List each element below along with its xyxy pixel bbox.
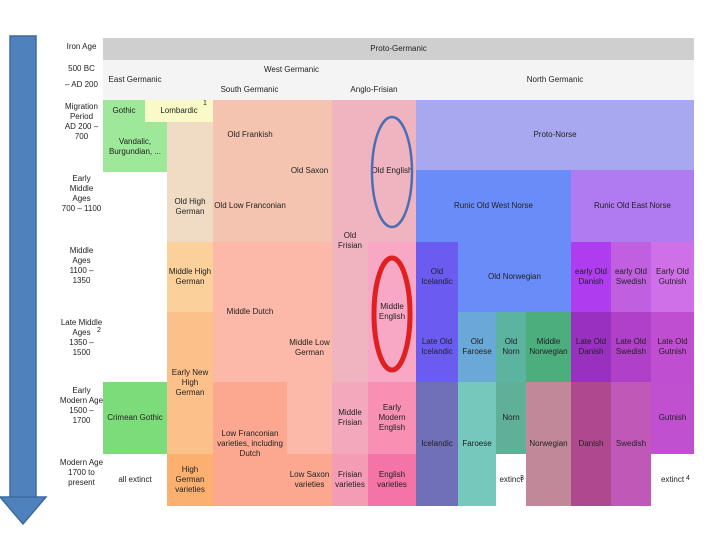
header-anglo-frisian: Anglo-Frisian xyxy=(332,80,416,100)
period-iron-age: Iron Age xyxy=(66,42,97,51)
cell-old-icelandic: Old Icelandic xyxy=(416,242,458,312)
cell-swedish: Swedish xyxy=(611,382,651,506)
header-south-germanic: South Germanic xyxy=(167,80,332,100)
cell-norn: Norn xyxy=(496,382,526,454)
cell-old-high-german: Old High German xyxy=(167,172,213,242)
cell-middle-norwegian: Middle Norwegian xyxy=(526,312,571,382)
cell-lombardic: Lombardic xyxy=(145,100,213,122)
cell-early-old-gutnish: Early Old Gutnish xyxy=(651,242,694,312)
period-late-middle-ages: Late Middle Ages 1350 – 1500 xyxy=(60,318,103,357)
footnote-norn: 3 xyxy=(520,475,524,482)
period-middle-ages: Middle Ages 1100 – 1350 xyxy=(69,246,94,285)
period-early-middle-ages: Early Middle Ages 700 – 1100 xyxy=(61,174,102,213)
cell-proto-norse: Proto-Norse xyxy=(416,100,694,170)
cell-old-faroese: Old Faroese xyxy=(458,312,496,382)
footnote-gutnish: 4 xyxy=(686,475,690,482)
footnote-lombardic: 1 xyxy=(203,100,207,107)
cell-norn-extinct: extinct xyxy=(496,454,526,506)
cell-faroese: Faroese xyxy=(458,382,496,506)
cell-late-old-swedish: Late Old Swedish xyxy=(611,312,651,382)
cell-old-low-franconian: Old Low Franconian xyxy=(213,170,287,242)
cell-old-norn: Old Norn xyxy=(496,312,526,382)
header-west-germanic: West Germanic xyxy=(167,60,416,80)
period-ad200: – AD 200 xyxy=(65,80,98,89)
period-early-modern: Early Modern Age 1500 – 1700 xyxy=(59,386,104,425)
cell-late-old-icelandic: Late Old Icelandic xyxy=(416,312,458,382)
cell-old-frankish: Old Frankish xyxy=(213,100,287,170)
old-english-blue-ellipse xyxy=(370,115,414,229)
cell-middle-low-german: Middle Low German xyxy=(287,242,332,454)
header-north-germanic: North Germanic xyxy=(416,60,694,100)
cell-old-frisian: Old Frisian xyxy=(332,100,368,382)
cell-old-english: Old English xyxy=(368,100,416,242)
middle-english-red-ellipse xyxy=(371,255,413,373)
period-500bc: 500 BC xyxy=(68,64,95,73)
cell-icelandic: Icelandic xyxy=(416,382,458,506)
cell-lombardic-space xyxy=(167,122,213,172)
cell-old-saxon: Old Saxon xyxy=(287,100,332,242)
cell-gutnish-extinct: extinct xyxy=(651,454,694,506)
cell-old-norwegian: Old Norwegian xyxy=(458,242,571,312)
cell-early-old-danish: early Old Danish xyxy=(571,242,611,312)
cell-east-empty xyxy=(103,172,167,382)
cell-crimean-gothic: Crimean Gothic xyxy=(103,382,167,454)
cell-late-old-gutnish: Late Old Gutnish xyxy=(651,312,694,382)
cell-low-saxon-varieties: Low Saxon varieties xyxy=(287,454,332,506)
cell-english-varieties: English varieties xyxy=(368,454,416,506)
cell-early-modern-english: Early Modern English xyxy=(368,382,416,454)
cell-middle-frisian: Middle Frisian xyxy=(332,382,368,454)
cell-low-franconian-varieties: Low Franconian varieties, including Dutc… xyxy=(213,382,287,506)
cell-vandalic: Vandalic, Burgundian, ... xyxy=(103,122,167,172)
cell-gothic: Gothic xyxy=(103,100,145,122)
cell-frisian-varieties: Frisian varieties xyxy=(332,454,368,506)
cell-all-extinct: all extinct xyxy=(103,454,167,506)
cell-danish: Danish xyxy=(571,382,611,506)
cell-late-old-danish: Late Old Danish xyxy=(571,312,611,382)
timeline-arrow xyxy=(0,35,48,526)
header-east-germanic: East Germanic xyxy=(103,60,167,100)
cell-runic-old-east-norse: Runic Old East Norse xyxy=(571,170,694,242)
period-modern: Modern Age 1700 to present xyxy=(59,458,104,487)
cell-norwegian: Norwegian xyxy=(526,382,571,506)
cell-middle-dutch: Middle Dutch xyxy=(213,242,287,382)
cell-runic-old-west-norse: Runic Old West Norse xyxy=(416,170,571,242)
cell-early-new-high-german: Early New High German xyxy=(167,312,213,454)
cell-gutnish: Gutnish xyxy=(651,382,694,454)
cell-middle-high-german: Middle High German xyxy=(167,242,213,312)
header-proto-germanic: Proto-Germanic xyxy=(103,38,694,60)
period-migration: Migration Period AD 200 – 700 xyxy=(64,102,99,141)
cell-high-german-varieties: High German varieties xyxy=(167,454,213,506)
footnote-late-ma: 2 xyxy=(97,327,101,334)
cell-early-old-swedish: early Old Swedish xyxy=(611,242,651,312)
